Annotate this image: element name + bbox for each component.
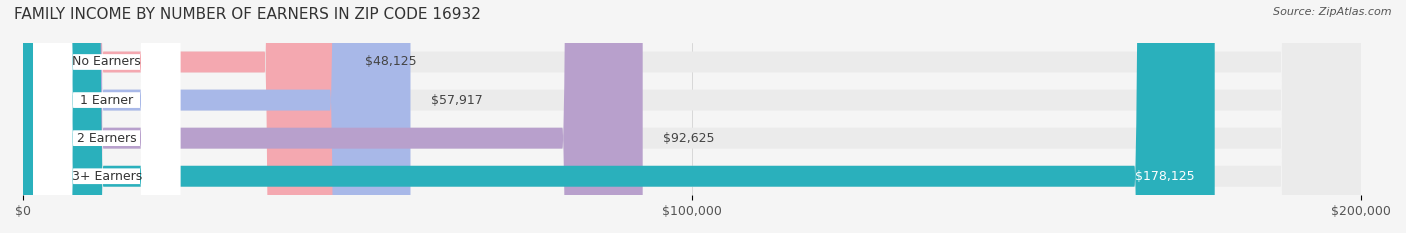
FancyBboxPatch shape [32, 0, 180, 233]
Text: No Earners: No Earners [72, 55, 141, 69]
Text: $57,917: $57,917 [430, 94, 482, 106]
Text: $92,625: $92,625 [662, 132, 714, 145]
FancyBboxPatch shape [22, 0, 1361, 233]
FancyBboxPatch shape [22, 0, 1361, 233]
Text: $178,125: $178,125 [1135, 170, 1195, 183]
Text: Source: ZipAtlas.com: Source: ZipAtlas.com [1274, 7, 1392, 17]
Text: 1 Earner: 1 Earner [80, 94, 134, 106]
FancyBboxPatch shape [32, 0, 180, 233]
FancyBboxPatch shape [22, 0, 1361, 233]
FancyBboxPatch shape [22, 0, 1215, 233]
Text: 3+ Earners: 3+ Earners [72, 170, 142, 183]
FancyBboxPatch shape [22, 0, 643, 233]
Text: FAMILY INCOME BY NUMBER OF EARNERS IN ZIP CODE 16932: FAMILY INCOME BY NUMBER OF EARNERS IN ZI… [14, 7, 481, 22]
FancyBboxPatch shape [22, 0, 344, 233]
FancyBboxPatch shape [22, 0, 1361, 233]
FancyBboxPatch shape [22, 0, 411, 233]
FancyBboxPatch shape [32, 0, 180, 233]
Text: $48,125: $48,125 [366, 55, 416, 69]
Text: 2 Earners: 2 Earners [77, 132, 136, 145]
FancyBboxPatch shape [32, 0, 180, 233]
